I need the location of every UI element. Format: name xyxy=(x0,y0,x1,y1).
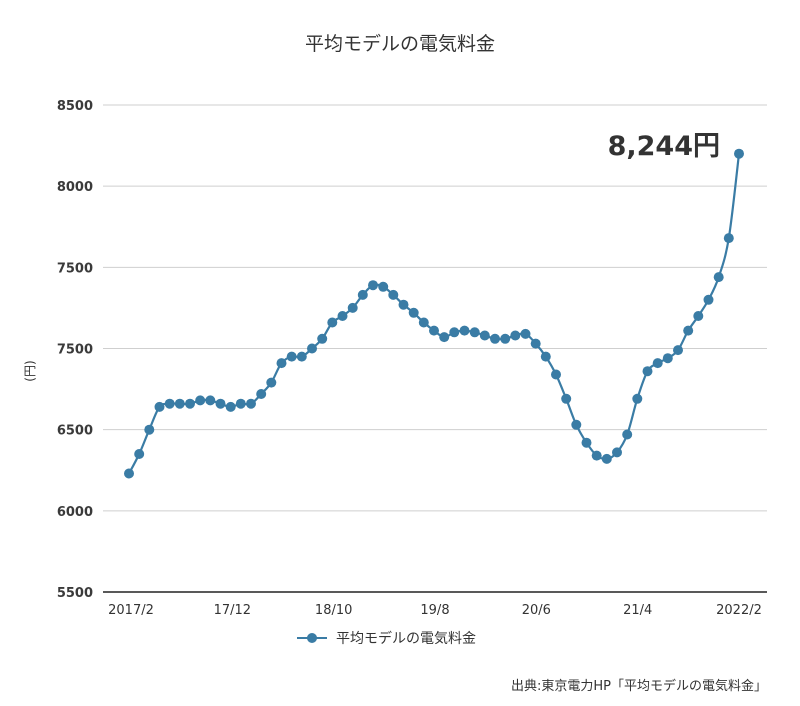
data-point xyxy=(154,401,165,412)
x-tick-label: 19/8 xyxy=(420,603,449,618)
data-point xyxy=(317,333,328,344)
data-point xyxy=(235,398,246,409)
data-point xyxy=(327,317,338,328)
source-note: 出典:東京電力HP「平均モデルの電気料金」 xyxy=(511,678,767,694)
data-point xyxy=(439,332,450,343)
data-point xyxy=(520,328,531,339)
data-point xyxy=(500,333,511,344)
data-point xyxy=(286,351,297,362)
data-point xyxy=(530,338,541,349)
x-axis-ticks: 2017/2 17/12 18/10 19/8 20/6 21/4 2022/2 xyxy=(108,603,762,618)
data-point xyxy=(225,401,236,412)
data-point xyxy=(734,148,744,159)
x-tick-label: 17/12 xyxy=(214,603,251,618)
data-point xyxy=(581,437,592,448)
data-point xyxy=(551,369,561,380)
last-value-callout: 8,244円 xyxy=(608,131,720,162)
data-point xyxy=(134,449,145,459)
data-point xyxy=(174,398,185,409)
data-point xyxy=(144,424,155,435)
data-point xyxy=(591,450,602,461)
data-point xyxy=(683,325,694,336)
y-tick-label: 7500 xyxy=(57,261,93,276)
legend: 平均モデルの電気料金 xyxy=(297,630,476,647)
gridlines xyxy=(103,104,767,512)
x-tick-label: 20/6 xyxy=(522,603,551,618)
y-axis-ticks: 8500 8000 7500 7500 6500 6000 5500 xyxy=(57,99,93,601)
data-point xyxy=(571,419,582,430)
data-point xyxy=(124,468,134,479)
chart-title: 平均モデルの電気料金 xyxy=(305,33,495,55)
data-point xyxy=(215,398,226,409)
data-point xyxy=(307,343,317,354)
data-point xyxy=(429,325,439,336)
legend-marker-swatch xyxy=(307,633,317,643)
data-point xyxy=(276,358,287,369)
data-point xyxy=(378,281,389,292)
x-tick-label: 21/4 xyxy=(623,603,652,618)
x-tick-label: 2022/2 xyxy=(716,603,762,618)
data-point xyxy=(418,317,429,328)
data-point xyxy=(612,447,622,458)
y-axis-label: (円) xyxy=(23,360,37,381)
data-point xyxy=(642,366,653,377)
data-point xyxy=(205,395,216,406)
data-point xyxy=(490,333,500,344)
data-point xyxy=(195,395,206,406)
data-point xyxy=(256,389,267,399)
data-point xyxy=(479,330,490,341)
data-point xyxy=(662,353,673,364)
legend-label: 平均モデルの電気料金 xyxy=(336,630,476,647)
data-point xyxy=(164,398,175,409)
y-tick-label: 6500 xyxy=(57,424,93,439)
data-point xyxy=(469,327,480,338)
data-point xyxy=(713,272,724,283)
data-point xyxy=(266,377,277,388)
data-point xyxy=(703,294,714,305)
data-point xyxy=(652,358,663,369)
data-point xyxy=(601,453,612,464)
data-point xyxy=(398,299,409,310)
y-tick-label: 7500 xyxy=(57,343,93,358)
data-point xyxy=(459,325,470,336)
data-point xyxy=(561,393,572,404)
data-point xyxy=(246,398,256,409)
data-point xyxy=(368,280,378,291)
data-point xyxy=(622,429,633,440)
data-point xyxy=(337,311,348,321)
x-tick-label: 2017/2 xyxy=(108,603,154,618)
data-point xyxy=(185,398,195,409)
data-point xyxy=(723,233,734,244)
data-point xyxy=(408,307,419,318)
data-point xyxy=(449,327,460,338)
data-point xyxy=(693,311,704,321)
series-line xyxy=(128,153,741,475)
data-point xyxy=(347,302,358,313)
data-point xyxy=(540,351,551,362)
data-point xyxy=(510,330,521,341)
x-tick-label: 18/10 xyxy=(315,603,352,618)
data-point xyxy=(357,289,368,300)
y-tick-label: 8500 xyxy=(57,99,93,114)
y-tick-label: 5500 xyxy=(57,586,93,601)
y-tick-label: 8000 xyxy=(57,180,93,195)
data-points xyxy=(124,148,744,479)
data-point xyxy=(388,289,399,300)
data-point xyxy=(296,351,307,362)
y-tick-label: 6000 xyxy=(57,505,93,520)
data-point xyxy=(632,393,643,404)
data-point xyxy=(673,345,683,356)
